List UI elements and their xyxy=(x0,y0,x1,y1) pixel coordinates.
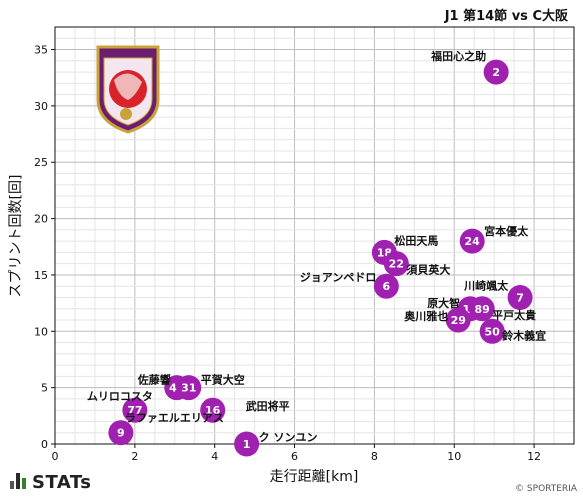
plot-frame xyxy=(54,26,575,445)
y-tick-label: 30 xyxy=(34,100,48,113)
data-point-name: 平戸太貴 xyxy=(492,308,536,322)
data-point: 50 鈴木義宜 xyxy=(479,318,546,344)
data-point: 7 川崎颯太 xyxy=(463,278,533,310)
chart-title: J1 第14節 vs C大阪 xyxy=(444,8,569,24)
y-tick-label: 10 xyxy=(34,325,48,338)
data-point-bubble xyxy=(507,284,533,310)
data-point-number: 29 xyxy=(451,314,466,327)
x-tick-label: 4 xyxy=(211,450,218,463)
data-point-number: 1 xyxy=(243,438,251,451)
x-tick-label: 12 xyxy=(527,450,541,463)
x-axis-ticks: 0 2 4 6 8 10 12 xyxy=(52,444,541,463)
data-point-number: 24 xyxy=(465,235,481,248)
data-point-bubble xyxy=(479,318,505,344)
y-tick-label: 5 xyxy=(41,382,48,395)
data-point-bubble xyxy=(122,397,148,423)
y-axis-ticks: 0 5 10 15 20 25 30 35 xyxy=(34,44,55,451)
data-point-number: 50 xyxy=(485,325,501,338)
data-point: 6 ジョアンペドロ xyxy=(300,271,399,299)
x-tick-label: 2 xyxy=(131,450,138,463)
data-point-number: 9 xyxy=(117,427,125,440)
x-tick-label: 8 xyxy=(371,450,378,463)
x-axis-label: 走行距離[km] xyxy=(270,468,359,485)
data-point-number: 7 xyxy=(516,291,524,304)
data-point-name: 松田天馬 xyxy=(394,233,438,247)
data-point-name: 佐藤響 xyxy=(137,373,171,387)
data-point-number: 16 xyxy=(205,404,221,417)
data-point-name: 原大智 xyxy=(427,296,460,310)
kyoto-sanga-logo xyxy=(96,45,160,134)
data-point: 2 福田心之助 xyxy=(430,49,509,85)
x-tick-label: 0 xyxy=(52,450,59,463)
data-point-name: 川崎颯太 xyxy=(463,278,509,292)
data-point: 89 平戸太貴 xyxy=(469,296,536,322)
data-point: 31 平賀大空 xyxy=(176,373,245,401)
data-points: 2福田心之助24宮本優太18松田天馬22須貝英大6ジョアンペドロ7川崎颯太14原… xyxy=(87,49,546,457)
data-point-bubble xyxy=(459,228,485,254)
data-point-number: 31 xyxy=(181,382,196,395)
data-point-name: 須貝英大 xyxy=(405,263,450,277)
data-point-name: 鈴木義宜 xyxy=(502,328,546,342)
y-axis-label: スプリント回数[回] xyxy=(8,175,24,298)
y-tick-label: 15 xyxy=(34,269,48,282)
data-point: 22 須貝英大 xyxy=(383,251,450,277)
y-tick-label: 35 xyxy=(34,44,48,57)
data-point-bubble xyxy=(469,296,495,322)
data-point-name: 武田将平 xyxy=(246,399,290,413)
copyright: © SPORTERIA xyxy=(515,484,577,494)
data-point-number: 22 xyxy=(389,258,404,271)
data-point-bubble xyxy=(373,273,399,299)
data-point-name: 平賀大空 xyxy=(201,373,245,387)
data-point-number: 89 xyxy=(475,303,490,316)
stats-brand-label: STATs xyxy=(32,472,92,493)
data-point-bubble xyxy=(483,59,509,85)
y-tick-label: 25 xyxy=(34,156,48,169)
data-point-bubble xyxy=(383,251,409,277)
y-tick-label: 0 xyxy=(41,438,48,451)
data-point-bubble xyxy=(200,397,226,423)
data-point-name: ク ソンユン xyxy=(259,431,318,444)
data-point: 16 武田将平 xyxy=(200,397,290,423)
data-point-bubble xyxy=(234,431,260,457)
data-point-number: 6 xyxy=(383,280,391,293)
data-point-bubble xyxy=(445,307,471,333)
data-point-name: ムリロコスタ xyxy=(87,390,153,403)
x-tick-label: 6 xyxy=(291,450,298,463)
data-point-number: 2 xyxy=(492,66,500,79)
data-point-name: ラファエルエリアス xyxy=(125,412,224,425)
data-point-bubble xyxy=(108,420,134,446)
y-tick-label: 20 xyxy=(34,213,48,226)
data-point-name: 奥川雅也 xyxy=(403,309,448,323)
data-point-number: 77 xyxy=(127,404,142,417)
data-point-bubble xyxy=(176,375,202,401)
x-tick-label: 10 xyxy=(447,450,461,463)
data-point-name: 宮本優太 xyxy=(484,224,529,238)
data-point-name: 福田心之助 xyxy=(430,49,486,63)
data-point-name: ジョアンペドロ xyxy=(300,271,377,284)
stats-brand: STATs xyxy=(10,472,91,493)
data-point: 1 ク ソンユン xyxy=(234,431,317,457)
stats-bars-icon xyxy=(10,473,28,489)
